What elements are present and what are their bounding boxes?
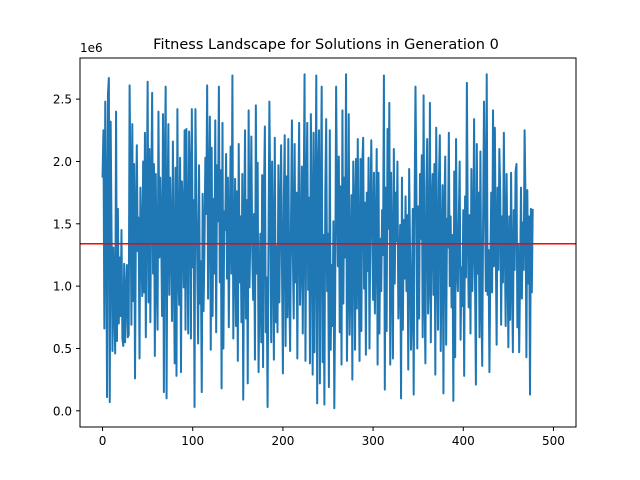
chart-title: Fitness Landscape for Solutions in Gener… (153, 37, 499, 53)
y-axis: 0.0 0.5 1.0 1.5 2.0 2.5 (53, 93, 80, 418)
x-tick-label-200: 200 (271, 434, 294, 448)
x-tick-label-300: 300 (362, 434, 385, 448)
y-tick-label-2: 1.0 (53, 280, 72, 294)
x-tick-label-100: 100 (181, 434, 204, 448)
y-tick-label-0: 0.0 (53, 404, 72, 418)
y-tick-label-1: 0.5 (53, 342, 72, 356)
y-tick-label-3: 1.5 (53, 217, 72, 231)
x-tick-label-500: 500 (542, 434, 565, 448)
x-axis: 0 100 200 300 400 500 (99, 427, 565, 448)
y-offset-label: 1e6 (80, 41, 103, 55)
x-tick-label-400: 400 (452, 434, 475, 448)
axes-frame (79, 57, 577, 428)
x-tick-label-0: 0 (99, 434, 107, 448)
plot-area (80, 73, 576, 410)
y-tick-label-4: 2.0 (53, 155, 72, 169)
y-tick-label-5: 2.5 (53, 93, 72, 107)
series-line-0 (101, 73, 534, 410)
